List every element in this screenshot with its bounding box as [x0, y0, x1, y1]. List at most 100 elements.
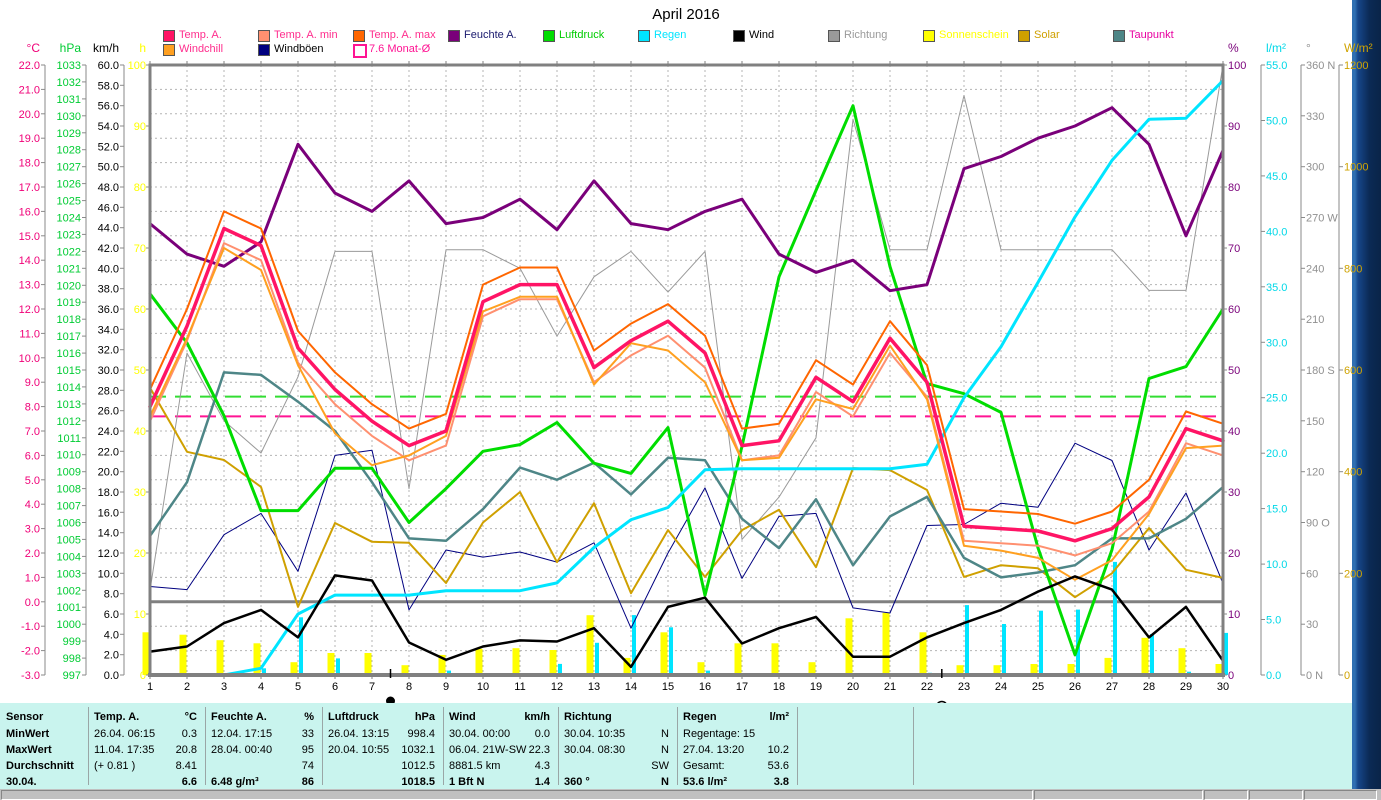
svg-text:6.0: 6.0 — [104, 609, 119, 621]
stats-unit: °C — [184, 711, 197, 723]
svg-text:1008: 1008 — [57, 484, 81, 496]
svg-text:0.0: 0.0 — [25, 597, 40, 609]
svg-text:18: 18 — [773, 681, 785, 693]
svg-text:400: 400 — [1344, 467, 1362, 479]
svg-text:7.0: 7.0 — [25, 426, 40, 438]
stats-header: Luftdruck — [328, 711, 379, 723]
statistics-table: Sensor MinWert MaxWert Durchschnitt 30.04. Te… — [0, 703, 1352, 789]
svg-text:8.0: 8.0 — [25, 402, 40, 414]
svg-text:14.0: 14.0 — [19, 255, 40, 267]
svg-text:25.0: 25.0 — [1266, 393, 1287, 405]
stats-current-value: N — [661, 776, 669, 788]
svg-text:90: 90 — [1228, 121, 1240, 133]
stats-min-label: MinWert — [6, 728, 50, 740]
stats-column-richtung: Richtung 30.04. 10:35 N 30.04. 08:30 N SW 360 … — [558, 703, 677, 789]
stats-min-label: Regentage: 15 — [683, 728, 756, 740]
stats-min-label: 26.04. 06:15 — [94, 728, 156, 740]
axis-right-wm2: 1200 1000 800 600 400 200 0 W/m² — [1338, 41, 1373, 682]
stats-avg-label: Gesamt: — [683, 760, 725, 772]
legend-swatch — [733, 30, 745, 42]
svg-text:10.0: 10.0 — [19, 353, 40, 365]
stats-column-luftdruck: Luftdruck hPa 26.04. 13:15 998.4 20.04. 10:5… — [322, 703, 443, 789]
stats-max-value: 95 — [301, 744, 314, 756]
svg-text:330: 330 — [1306, 111, 1324, 123]
svg-text:3.0: 3.0 — [25, 524, 40, 536]
stats-max-label: 06.04. 21W-SW — [449, 744, 527, 756]
svg-text:55.0: 55.0 — [1266, 60, 1287, 72]
svg-text:22.0: 22.0 — [98, 446, 119, 458]
svg-text:1013: 1013 — [57, 399, 81, 411]
svg-text:45.0: 45.0 — [1266, 171, 1287, 183]
svg-text:16: 16 — [699, 681, 711, 693]
svg-text:-3.0: -3.0 — [21, 670, 40, 682]
svg-text:hPa: hPa — [60, 41, 82, 55]
svg-text:15: 15 — [662, 681, 674, 693]
stats-header: Wind — [449, 711, 476, 723]
legend-swatch — [638, 30, 650, 42]
svg-text:50.0: 50.0 — [98, 162, 119, 174]
legend-label: Wind — [749, 29, 775, 41]
svg-text:1022: 1022 — [57, 246, 81, 258]
svg-text:1021: 1021 — [57, 263, 81, 275]
svg-text:40: 40 — [1228, 426, 1240, 438]
stats-max-value: N — [661, 744, 669, 756]
svg-text:4.0: 4.0 — [25, 499, 40, 511]
svg-text:1032: 1032 — [57, 77, 81, 89]
svg-text:1000: 1000 — [57, 619, 81, 631]
stats-column-empty — [797, 703, 913, 789]
svg-text:14.0: 14.0 — [98, 528, 119, 540]
svg-text:999: 999 — [63, 636, 81, 648]
legend-label: Temp. A. max — [369, 29, 436, 41]
svg-text:20: 20 — [1228, 548, 1240, 560]
svg-text:1001: 1001 — [57, 602, 81, 614]
desktop-background — [1352, 0, 1381, 789]
svg-text:1028: 1028 — [57, 145, 81, 157]
series-taupunkt — [148, 371, 1225, 579]
svg-text:2.0: 2.0 — [25, 548, 40, 560]
stats-min-label: 26.04. 13:15 — [328, 728, 390, 740]
svg-text:1005: 1005 — [57, 534, 81, 546]
svg-text:29: 29 — [1180, 681, 1192, 693]
legend-swatch — [258, 44, 270, 56]
legend-label: Solar — [1034, 29, 1060, 41]
axis-right-lm2: 55.0 50.0 45.0 40.0 35.0 30.0 25.0 20.0 15.0 10.0… — [1260, 41, 1287, 682]
svg-text:0.0: 0.0 — [1266, 670, 1281, 682]
svg-text:30: 30 — [1306, 619, 1318, 631]
svg-text:26.0: 26.0 — [98, 406, 119, 418]
stats-min-value: 0.3 — [181, 728, 197, 740]
svg-text:1031: 1031 — [57, 94, 81, 106]
svg-text:1020: 1020 — [57, 280, 81, 292]
svg-text:1018: 1018 — [57, 314, 81, 326]
svg-text:1002: 1002 — [57, 585, 81, 597]
svg-text:120: 120 — [1306, 467, 1324, 479]
svg-text:20.0: 20.0 — [19, 109, 40, 121]
legend-label: Richtung — [844, 29, 888, 41]
legend-swatch — [1018, 30, 1030, 42]
statusbar-segment-4 — [1249, 790, 1303, 800]
stats-avg-value: 8.41 — [175, 760, 197, 772]
svg-text:1015: 1015 — [57, 365, 81, 377]
app-window — [0, 0, 1352, 789]
svg-text:1200: 1200 — [1344, 60, 1368, 72]
stats-header: Richtung — [564, 711, 612, 723]
stats-current-label: 360 ° — [564, 776, 590, 788]
svg-text:100: 100 — [1228, 60, 1246, 72]
svg-text:1017: 1017 — [57, 331, 81, 343]
svg-text:16.0: 16.0 — [19, 206, 40, 218]
svg-text:46.0: 46.0 — [98, 202, 119, 214]
svg-text:0: 0 — [1228, 670, 1234, 682]
svg-text:1: 1 — [147, 681, 153, 693]
stats-min-value: N — [661, 728, 669, 740]
stats-header: Temp. A. — [94, 711, 140, 723]
series-temp-a- — [148, 226, 1225, 543]
stats-header: Sensor — [6, 711, 44, 723]
series-temp-a-min — [149, 242, 1224, 557]
svg-text:10: 10 — [1228, 609, 1240, 621]
grid — [149, 64, 1224, 676]
series-solar — [149, 386, 1224, 608]
svg-text:1000: 1000 — [1344, 162, 1368, 174]
svg-text:21.0: 21.0 — [19, 84, 40, 96]
stats-min-value: 998.4 — [407, 728, 435, 740]
svg-text:12.0: 12.0 — [98, 548, 119, 560]
svg-text:300: 300 — [1306, 162, 1324, 174]
